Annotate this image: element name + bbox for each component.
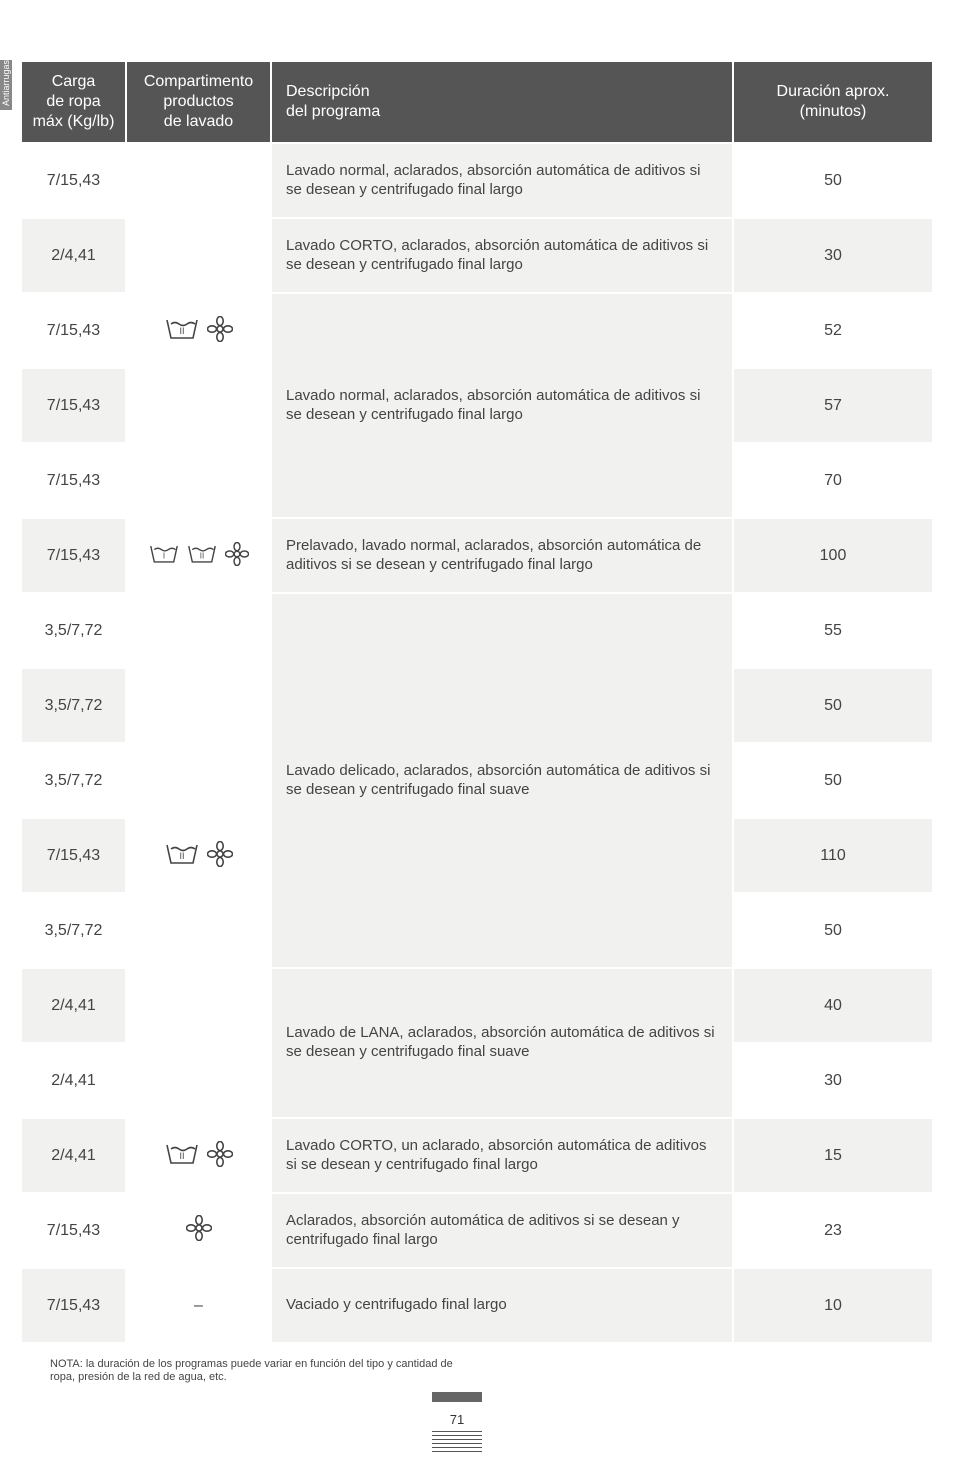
cell-duration: 23 [733,1193,933,1268]
page-footer: 71 [0,1392,914,1460]
cell-load: 7/15,43 [21,143,126,218]
cell-load: 2/4,41 [21,968,126,1043]
cell-description: Lavado delicado, aclarados, absorción au… [271,593,733,968]
header-load-text: Carga de ropa máx (Kg/lb) [33,73,115,130]
table-header-row: Carga de ropa máx (Kg/lb) Compartimento … [21,61,933,143]
cell-compartment: II [126,593,271,1118]
table-row: 2/4,41 II Lavado CORTO, un aclarado, abs… [21,1118,933,1193]
cell-load: 7/15,43 [21,293,126,368]
flower-icon [186,1215,212,1241]
cell-description: Prelavado, lavado normal, aclarados, abs… [271,518,733,593]
header-duration: Duración aprox. (minutos) [733,61,933,143]
header-compartment: Compartimento productos de lavado [126,61,271,143]
cell-load: 7/15,43 [21,1193,126,1268]
table-row: 3,5/7,72 II Lavado delicado, aclarados, … [21,593,933,668]
cell-duration: 110 [733,818,933,893]
cell-description: Lavado CORTO, un aclarado, absorción aut… [271,1118,733,1193]
cell-duration: 50 [733,893,933,968]
cell-compartment [126,1193,271,1268]
cell-load: 7/15,43 [21,1268,126,1343]
svg-text:I: I [162,551,164,560]
cell-load: 2/4,41 [21,1118,126,1193]
cell-duration: 10 [733,1268,933,1343]
cell-duration: 57 [733,368,933,443]
wash-basin-icon: II [165,317,199,341]
flower-icon [207,1141,233,1167]
cell-duration: 50 [733,743,933,818]
svg-text:II: II [179,1151,184,1161]
table-row: 7/15,43 II Lavado normal, aclarados, abs… [21,143,933,218]
svg-text:II: II [199,551,203,560]
cell-duration: 30 [733,218,933,293]
header-compartment-text: Compartimento productos de lavado [144,73,253,130]
wash-basin-icon: II [165,1142,199,1166]
wash-basin-icon: II [187,543,217,565]
table-row: 7/15,43 – Vaciado y centrifugado final l… [21,1268,933,1343]
svg-text:II: II [179,851,184,861]
cell-load: 7/15,43 [21,518,126,593]
cell-duration: 50 [733,668,933,743]
svg-text:II: II [179,326,184,336]
program-table: Carga de ropa máx (Kg/lb) Compartimento … [20,60,934,1344]
cell-duration: 100 [733,518,933,593]
cell-duration: 52 [733,293,933,368]
cell-load: 2/4,41 [21,1043,126,1118]
cell-duration: 40 [733,968,933,1043]
cell-duration: 70 [733,443,933,518]
cell-load: 3,5/7,72 [21,593,126,668]
cell-load: 7/15,43 [21,368,126,443]
flower-icon [207,316,233,342]
wash-basin-icon: II [165,842,199,866]
cell-duration: 55 [733,593,933,668]
cell-load: 3,5/7,72 [21,743,126,818]
header-description: Descripción del programa [271,61,733,143]
cell-load: 7/15,43 [21,443,126,518]
cell-duration: 30 [733,1043,933,1118]
cell-load: 2/4,41 [21,218,126,293]
cell-description: Lavado normal, aclarados, absorción auto… [271,143,733,218]
header-description-text: Descripción del programa [286,83,380,120]
header-duration-text: Duración aprox. (minutos) [777,83,890,120]
page-box [432,1392,482,1402]
flower-icon [207,841,233,867]
cell-description: Lavado de LANA, aclarados, absorción aut… [271,968,733,1118]
page-lines [432,1431,482,1455]
cell-description: Aclarados, absorción automática de aditi… [271,1193,733,1268]
cell-description: Vaciado y centrifugado final largo [271,1268,733,1343]
table-row: 7/15,43 I II Prelavado, lavado normal, a… [21,518,933,593]
cell-compartment: I II [126,518,271,593]
page-number: 71 [0,1412,914,1427]
cell-load: 3,5/7,72 [21,668,126,743]
header-load: Carga de ropa máx (Kg/lb) [21,61,126,143]
cell-description: Lavado normal, aclarados, absorción auto… [271,293,733,518]
cell-compartment: II [126,1118,271,1193]
cell-duration: 15 [733,1118,933,1193]
flower-icon [225,542,249,566]
cell-load: 7/15,43 [21,818,126,893]
cell-compartment: – [126,1268,271,1343]
footnote: NOTA: la duración de los programas puede… [50,1358,470,1384]
cell-compartment: II [126,143,271,518]
table-row: 7/15,43 Aclarados, absorción automática … [21,1193,933,1268]
cell-description: Lavado CORTO, aclarados, absorción autom… [271,218,733,293]
cell-duration: 50 [733,143,933,218]
side-tab: Antiarrugas [0,60,12,110]
wash-basin-icon: I [149,543,179,565]
cell-load: 3,5/7,72 [21,893,126,968]
